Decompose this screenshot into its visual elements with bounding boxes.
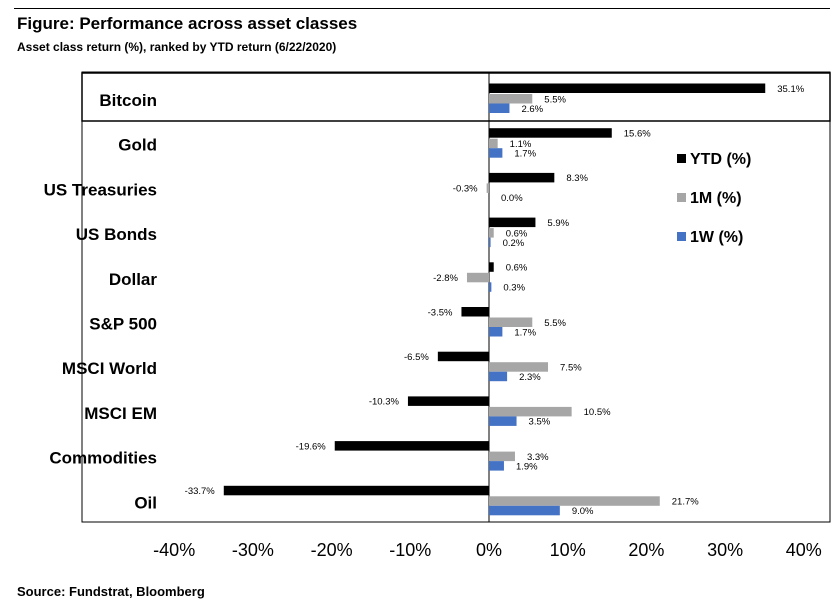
- figure-title: Figure: Performance across asset classes: [17, 14, 358, 33]
- bar-1m-us-bonds: [489, 228, 494, 238]
- bar-1m-oil: [489, 496, 660, 506]
- data-label-1w-msci-world: 2.3%: [519, 372, 541, 383]
- x-tick-label: 40%: [786, 540, 822, 560]
- data-label-1m-commodities: 3.3%: [527, 452, 549, 463]
- legend-label-1m: 1M (%): [690, 190, 742, 207]
- data-label-1m-dollar: -2.8%: [433, 273, 458, 284]
- x-tick-label: 30%: [707, 540, 743, 560]
- bar-1w-s-p-500: [489, 327, 503, 337]
- data-label-1m-gold: 1.1%: [510, 139, 532, 150]
- plot-frame: [81, 71, 831, 523]
- bar-ytd-us-treasuries: [489, 172, 555, 183]
- data-label-1w-us-bonds: 0.2%: [503, 238, 525, 249]
- data-label-1m-bitcoin: 5.5%: [544, 94, 566, 105]
- bar-1w-commodities: [489, 461, 504, 471]
- bar-1w-us-bonds: [489, 237, 491, 248]
- bar-ytd-bitcoin: [489, 83, 766, 93]
- data-label-ytd-gold: 15.6%: [624, 128, 651, 139]
- x-tick-label: 10%: [550, 540, 586, 560]
- data-label-ytd-msci-em: -10.3%: [369, 397, 400, 408]
- category-label-oil: Oil: [134, 493, 157, 512]
- data-label-1m-s-p-500: 5.5%: [544, 318, 566, 329]
- data-label-1m-oil: 21.7%: [672, 497, 699, 508]
- figure-subtitle: Asset class return (%), ranked by YTD re…: [17, 40, 337, 54]
- bar-1m-msci-em: [489, 406, 572, 417]
- category-label-commodities: Commodities: [49, 449, 157, 468]
- data-label-ytd-commodities: -19.6%: [296, 441, 327, 452]
- category-label-bitcoin: Bitcoin: [99, 91, 157, 110]
- bar-1m-msci-world: [489, 362, 549, 372]
- bar-ytd-dollar: [489, 262, 494, 272]
- bar-1w-gold: [489, 148, 503, 158]
- data-label-1w-s-p-500: 1.7%: [514, 327, 536, 338]
- data-label-ytd-us-treasuries: 8.3%: [566, 173, 588, 184]
- bar-1m-bitcoin: [489, 94, 533, 104]
- x-tick-label: -20%: [311, 540, 353, 560]
- bar-ytd-msci-world: [437, 351, 489, 362]
- data-label-ytd-oil: -33.7%: [185, 486, 216, 497]
- source-note: Source: Fundstrat, Bloomberg: [17, 584, 205, 599]
- data-label-1w-msci-em: 3.5%: [529, 417, 551, 428]
- legend-swatch-1w: [677, 232, 686, 241]
- data-label-ytd-us-bonds: 5.9%: [547, 218, 569, 229]
- bar-1m-commodities: [489, 451, 515, 462]
- legend-swatch-ytd: [677, 154, 686, 163]
- legend-label-1w: 1W (%): [690, 229, 743, 246]
- bar-1w-dollar: [489, 282, 492, 292]
- bar-1m-gold: [489, 138, 498, 149]
- bar-ytd-commodities: [334, 441, 489, 451]
- data-label-ytd-s-p-500: -3.5%: [428, 307, 453, 318]
- data-label-1m-us-bonds: 0.6%: [506, 228, 528, 239]
- category-label-gold: Gold: [118, 136, 157, 155]
- data-label-1m-msci-world: 7.5%: [560, 362, 582, 373]
- top-rule: [14, 8, 830, 9]
- bar-ytd-msci-em: [407, 396, 489, 406]
- bar-1w-bitcoin: [489, 103, 510, 113]
- data-label-1w-gold: 1.7%: [514, 148, 536, 159]
- bar-1m-s-p-500: [489, 317, 533, 327]
- data-label-1w-commodities: 1.9%: [516, 461, 538, 472]
- bar-ytd-oil: [223, 485, 489, 496]
- category-label-msci-world: MSCI World: [62, 359, 157, 378]
- category-label-dollar: Dollar: [109, 270, 158, 289]
- x-tick-label: 0%: [476, 540, 502, 560]
- data-label-1w-bitcoin: 2.6%: [521, 104, 543, 115]
- x-tick-label: 20%: [628, 540, 664, 560]
- bar-1w-oil: [489, 505, 560, 516]
- data-label-ytd-bitcoin: 35.1%: [777, 84, 804, 95]
- category-label-s-p-500: S&P 500: [89, 315, 157, 334]
- x-tick-label: -30%: [232, 540, 274, 560]
- bar-1m-us-treasuries: [486, 183, 489, 193]
- x-tick-label: -40%: [153, 540, 195, 560]
- legend-swatch-1m: [677, 193, 686, 202]
- data-label-1w-us-treasuries: 0.0%: [501, 193, 523, 204]
- category-label-msci-em: MSCI EM: [84, 404, 157, 423]
- bar-1w-msci-em: [489, 416, 517, 426]
- bar-1w-msci-world: [489, 371, 508, 382]
- legend-label-ytd: YTD (%): [690, 151, 751, 168]
- data-label-ytd-msci-world: -6.5%: [404, 352, 429, 363]
- bar-1m-dollar: [466, 272, 489, 283]
- bar-ytd-us-bonds: [489, 217, 536, 228]
- bar-ytd-s-p-500: [461, 307, 489, 317]
- x-tick-label: -10%: [389, 540, 431, 560]
- highlight-box: [81, 72, 831, 122]
- data-label-1w-dollar: 0.3%: [503, 283, 525, 294]
- data-label-ytd-dollar: 0.6%: [506, 263, 528, 274]
- data-label-1m-msci-em: 10.5%: [584, 407, 611, 418]
- bar-ytd-gold: [489, 128, 612, 138]
- data-label-1w-oil: 9.0%: [572, 506, 594, 517]
- data-label-1m-us-treasuries: -0.3%: [453, 184, 478, 195]
- category-label-us-treasuries: US Treasuries: [44, 180, 157, 199]
- category-label-us-bonds: US Bonds: [76, 225, 157, 244]
